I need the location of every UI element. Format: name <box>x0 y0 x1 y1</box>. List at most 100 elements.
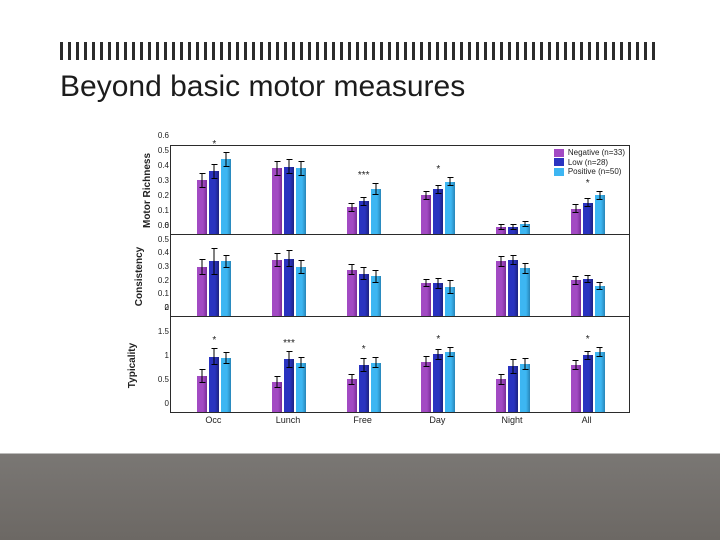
error-bar <box>450 280 451 294</box>
legend-label: Negative (n=33) <box>568 148 625 158</box>
bar <box>347 270 357 316</box>
error-bar <box>525 358 526 370</box>
x-tick-label: Occ <box>205 415 221 425</box>
bar <box>284 259 294 316</box>
bar <box>496 379 506 412</box>
y-tick: 0.6 <box>158 222 169 230</box>
chart-panel: 00.10.20.30.40.50.6 <box>170 235 630 317</box>
x-tick-label: Lunch <box>276 415 301 425</box>
legend-swatch <box>554 168 564 176</box>
bar-group <box>489 364 537 412</box>
bar <box>296 168 306 234</box>
significance-marker: * <box>212 336 216 346</box>
bar <box>221 358 231 412</box>
bar <box>221 159 231 234</box>
bar-group: * <box>190 159 238 234</box>
bar-group <box>489 260 537 316</box>
error-bar <box>301 260 302 274</box>
error-bar <box>587 275 588 283</box>
bar <box>209 357 219 412</box>
bar <box>272 260 282 316</box>
bar <box>571 365 581 412</box>
bar <box>209 171 219 234</box>
y-tick: 0.4 <box>158 249 169 257</box>
significance-marker: * <box>586 179 590 189</box>
bar <box>496 261 506 316</box>
bar <box>445 182 455 235</box>
error-bar <box>575 276 576 284</box>
error-bar <box>513 359 514 373</box>
bar <box>359 365 369 412</box>
error-bar <box>351 374 352 386</box>
bar-group <box>340 270 388 316</box>
error-bar <box>226 255 227 269</box>
bar <box>371 276 381 316</box>
bar <box>197 376 207 412</box>
bar <box>197 267 207 316</box>
error-bar <box>202 259 203 275</box>
bar <box>571 209 581 235</box>
bar-group: *** <box>340 189 388 234</box>
bar <box>371 189 381 234</box>
bar <box>221 261 231 316</box>
error-bar <box>513 255 514 266</box>
bar <box>296 363 306 412</box>
error-bar <box>289 159 290 174</box>
bar <box>197 180 207 234</box>
error-bar <box>301 357 302 369</box>
error-bar <box>426 279 427 287</box>
bar <box>520 364 530 412</box>
x-tick-label: Free <box>353 415 372 425</box>
bar <box>520 224 530 235</box>
error-bar <box>575 360 576 370</box>
bar-group: * <box>564 352 612 412</box>
bar <box>347 207 357 234</box>
error-bar <box>587 198 588 207</box>
error-bar <box>363 197 364 206</box>
error-bar <box>438 349 439 361</box>
bar-group <box>414 283 462 316</box>
y-tick: 0.1 <box>158 290 169 298</box>
error-bar <box>277 253 278 267</box>
bar-group: * <box>190 357 238 412</box>
error-bar <box>351 264 352 275</box>
error-bar <box>599 282 600 290</box>
bar <box>496 227 506 235</box>
error-bar <box>587 351 588 361</box>
bar <box>284 359 294 412</box>
error-bar <box>301 161 302 176</box>
bar <box>421 362 431 412</box>
error-bar <box>438 185 439 194</box>
significance-marker: *** <box>283 339 295 349</box>
bar <box>595 286 605 316</box>
y-tick: 0.3 <box>158 177 169 185</box>
bar <box>347 379 357 412</box>
error-bar <box>351 203 352 212</box>
significance-marker: *** <box>358 171 370 181</box>
y-tick: 0.5 <box>158 376 169 384</box>
error-bar <box>450 347 451 357</box>
error-bar <box>599 347 600 357</box>
y-axis-label: Typicality <box>127 342 138 387</box>
slide-title: Beyond basic motor measures <box>60 70 465 104</box>
legend-item: Low (n=28) <box>554 158 625 168</box>
bar <box>520 268 530 316</box>
error-bar <box>501 224 502 230</box>
bar <box>371 363 381 412</box>
error-bar <box>277 376 278 388</box>
bar <box>272 382 282 412</box>
significance-marker: * <box>212 140 216 150</box>
y-axis-label: Motor Richness <box>142 152 153 227</box>
y-tick: 0.2 <box>158 277 169 285</box>
error-bar <box>513 224 514 230</box>
bar-group: * <box>340 363 388 412</box>
y-tick: 0.3 <box>158 263 169 271</box>
bar-group: * <box>564 195 612 234</box>
bar <box>595 352 605 412</box>
x-tick-label: Day <box>429 415 445 425</box>
chart-panel: 00.10.20.30.40.50.6Negative (n=33)Low (n… <box>170 145 630 235</box>
bar-group <box>265 259 313 316</box>
significance-marker: * <box>436 335 440 345</box>
error-bar <box>525 221 526 227</box>
bar <box>571 280 581 316</box>
